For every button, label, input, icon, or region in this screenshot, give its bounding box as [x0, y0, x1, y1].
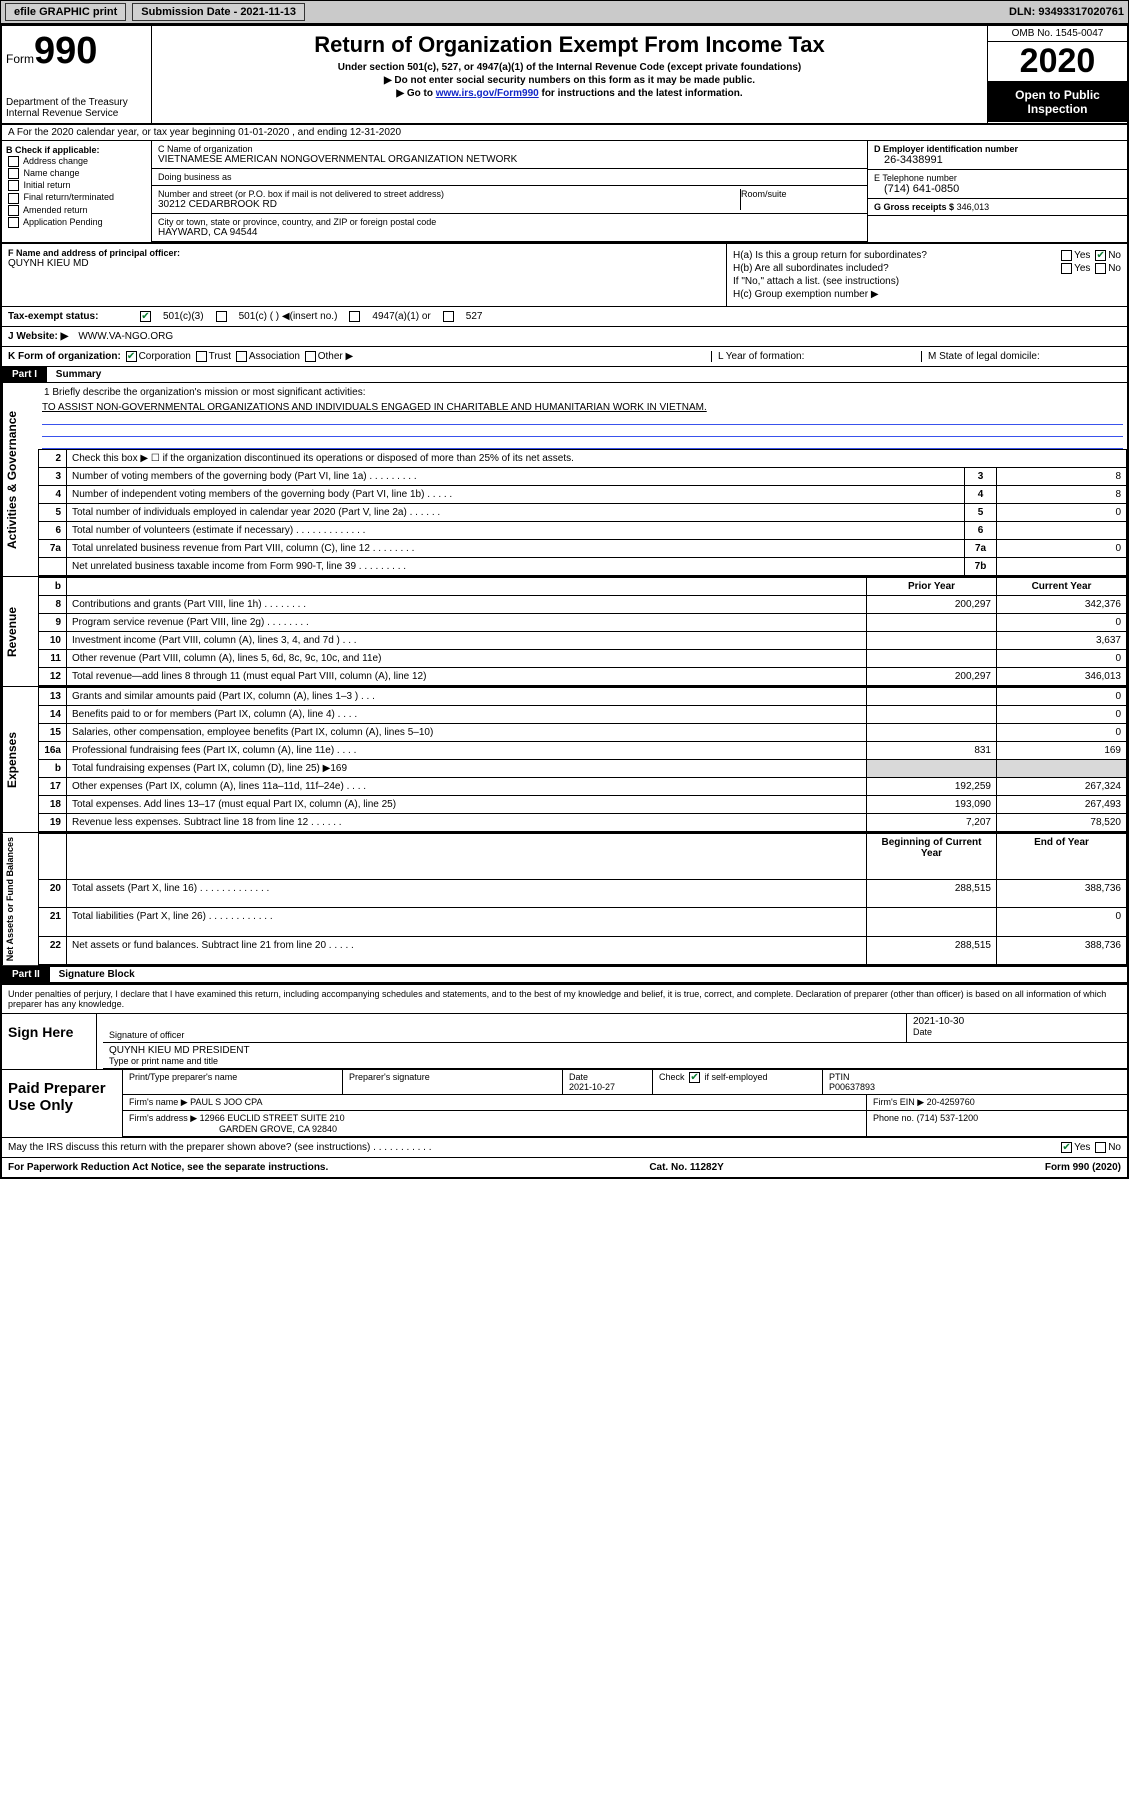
discuss-row: May the IRS discuss this return with the…	[2, 1137, 1127, 1157]
tax-year: 2020	[988, 42, 1127, 82]
top-toolbar: efile GRAPHIC print Submission Date - 20…	[0, 0, 1129, 24]
open-public-badge: Open to Public Inspection	[988, 82, 1127, 122]
k-l-m-row: K Form of organization: Corporation Trus…	[2, 347, 1127, 367]
form-subtitle: Under section 501(c), 527, or 4947(a)(1)…	[158, 62, 981, 73]
paid-preparer-label: Paid Preparer Use Only	[2, 1070, 122, 1137]
omb-number: OMB No. 1545-0047	[988, 26, 1127, 42]
form-header: Form990 Department of the Treasury Inter…	[2, 26, 1127, 125]
box-b-checklist: B Check if applicable: Address change Na…	[2, 141, 152, 242]
street-cell: Number and street (or P.O. box if mail i…	[158, 189, 741, 210]
perjury-text: Under penalties of perjury, I declare th…	[2, 985, 1127, 1013]
org-name-cell: C Name of organization VIETNAMESE AMERIC…	[152, 141, 867, 169]
governance-table: 2Check this box ▶ ☐ if the organization …	[38, 449, 1127, 576]
ein-cell: D Employer identification number 26-3438…	[868, 141, 1127, 170]
phone-cell: E Telephone number (714) 641-0850	[868, 170, 1127, 199]
submission-date-button[interactable]: Submission Date - 2021-11-13	[132, 3, 305, 21]
side-label-governance: Activities & Governance	[2, 383, 38, 576]
efile-print-button[interactable]: efile GRAPHIC print	[5, 3, 126, 21]
part-ii-title: Signature Block	[53, 965, 141, 984]
tax-exempt-row: Tax-exempt status: 501(c)(3) 501(c) ( ) …	[2, 307, 1127, 327]
sign-here-label: Sign Here	[2, 1014, 92, 1069]
dba-cell: Doing business as	[152, 169, 867, 186]
footer-row: For Paperwork Reduction Act Notice, see …	[2, 1157, 1127, 1177]
side-label-netassets: Net Assets or Fund Balances	[2, 833, 38, 965]
side-label-revenue: Revenue	[2, 577, 38, 686]
form-container: Form990 Department of the Treasury Inter…	[0, 24, 1129, 1179]
form-note-link: ▶ Go to www.irs.gov/Form990 for instruct…	[158, 88, 981, 99]
mission-question: 1 Briefly describe the organization's mi…	[38, 383, 1127, 402]
room-suite-cell: Room/suite	[741, 189, 861, 210]
expenses-table: 13Grants and similar amounts paid (Part …	[38, 687, 1127, 832]
dln-text: DLN: 93493317020761	[1009, 6, 1124, 18]
city-cell: City or town, state or province, country…	[152, 214, 867, 242]
dept-treasury: Department of the Treasury Internal Reve…	[6, 97, 147, 119]
line-a-tax-year: A For the 2020 calendar year, or tax yea…	[2, 125, 1127, 141]
form-note-ssn: ▶ Do not enter social security numbers o…	[158, 75, 981, 86]
part-ii-tag: Part II	[2, 967, 50, 982]
part-i-title: Summary	[50, 365, 108, 384]
part-i-tag: Part I	[2, 367, 47, 382]
netassets-table: Beginning of Current YearEnd of Year 20T…	[38, 833, 1127, 965]
irs-link[interactable]: www.irs.gov/Form990	[436, 88, 539, 99]
form-title: Return of Organization Exempt From Incom…	[158, 32, 981, 58]
mission-answer: TO ASSIST NON-GOVERNMENTAL ORGANIZATIONS…	[42, 402, 707, 413]
group-return-cell: H(a) Is this a group return for subordin…	[727, 244, 1127, 306]
side-label-expenses: Expenses	[2, 687, 38, 832]
principal-officer-cell: F Name and address of principal officer:…	[2, 244, 727, 306]
website-row: J Website: ▶ WWW.VA-NGO.ORG	[2, 327, 1127, 347]
form-number: Form990	[6, 30, 147, 73]
gross-receipts-cell: G Gross receipts $ 346,013	[868, 199, 1127, 216]
revenue-table: bPrior YearCurrent Year 8Contributions a…	[38, 577, 1127, 686]
